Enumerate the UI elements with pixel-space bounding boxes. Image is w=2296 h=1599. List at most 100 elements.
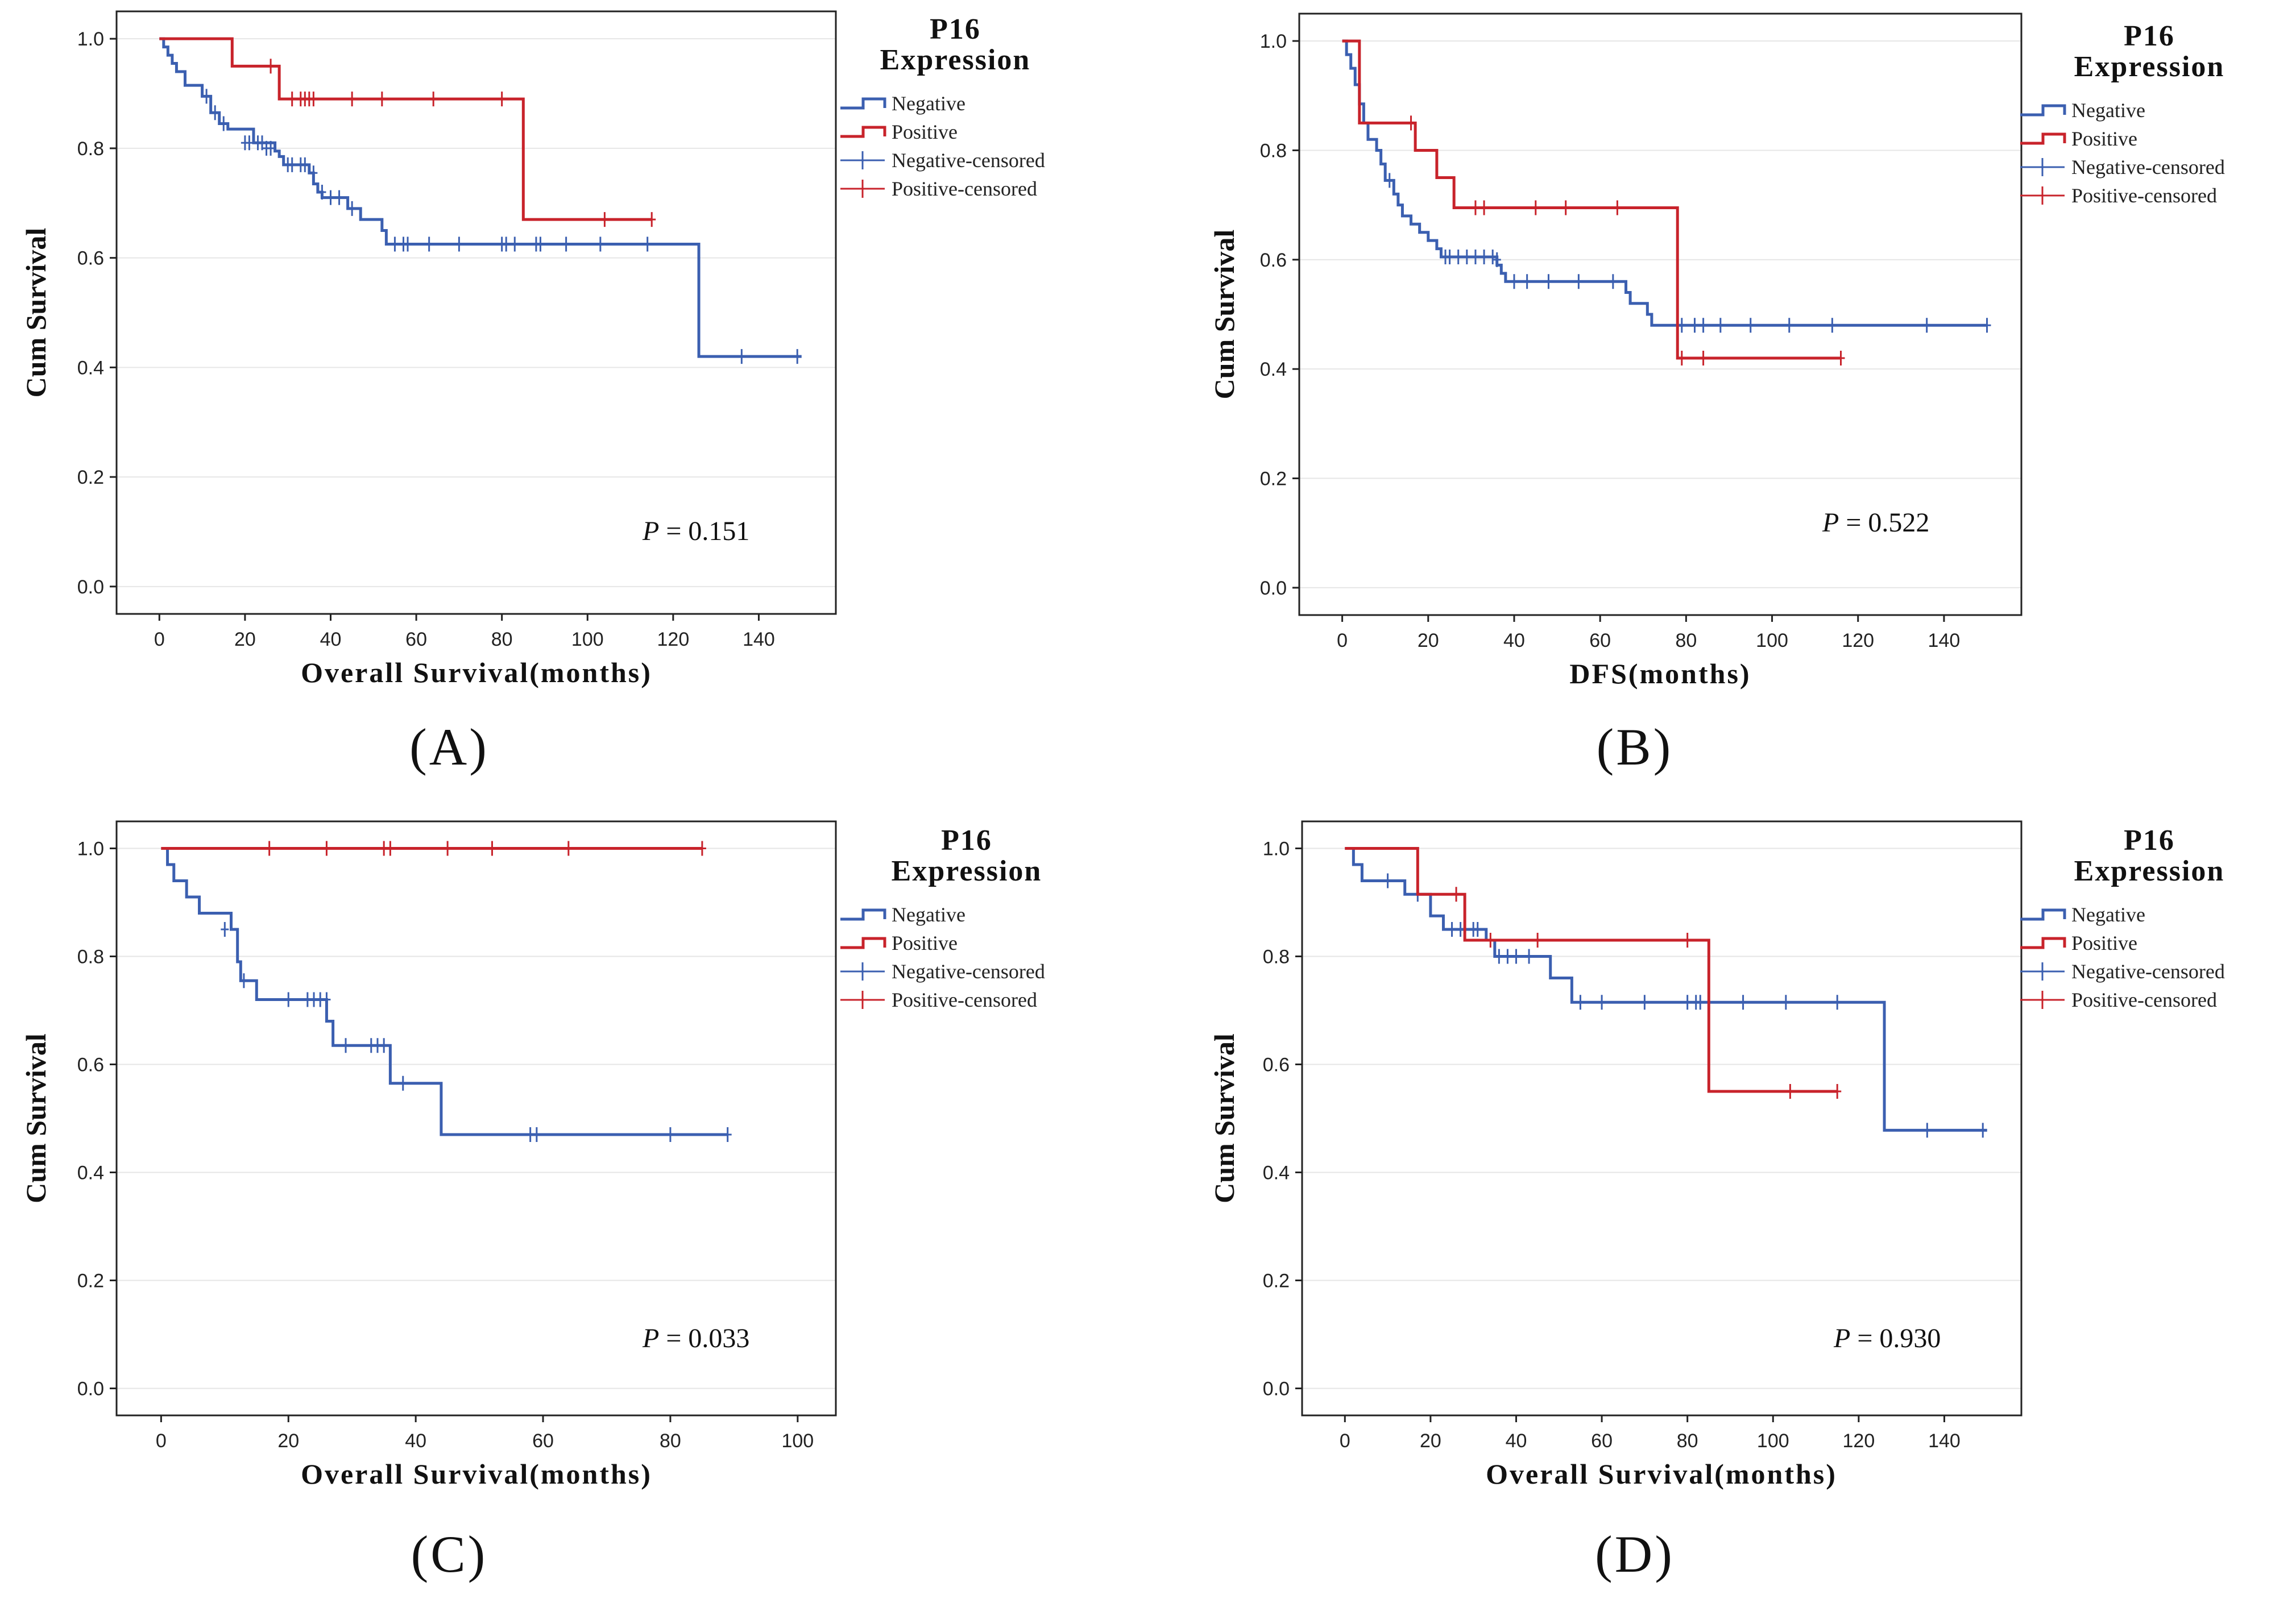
legend-item-label: Negative-censored: [2071, 156, 2225, 178]
censor-mark-negative: [1677, 318, 1686, 333]
censor-mark-negative: [1454, 250, 1462, 265]
censor-mark-negative: [1525, 949, 1534, 964]
censor-mark-negative: [596, 236, 604, 252]
censor-mark-positive: [498, 92, 506, 107]
censor-mark-negative: [511, 236, 519, 252]
censor-mark-negative: [562, 236, 570, 252]
censor-mark-negative: [1923, 1123, 1932, 1138]
legend-swatch-censor: [2020, 991, 2065, 1009]
y-tick-label: 0.6: [1260, 250, 1287, 271]
censor-mark-negative: [1746, 318, 1755, 333]
y-tick-label: 1.0: [77, 838, 104, 860]
censor-mark-negative: [1690, 318, 1699, 333]
legend-title-line2: Expression: [892, 855, 1042, 887]
legend-swatch-censor: [840, 991, 885, 1009]
panel-label: (A): [409, 718, 489, 776]
censor-mark-positive: [600, 212, 609, 227]
censor-mark-positive: [1677, 350, 1686, 366]
legend-item-label: Negative-censored: [2071, 960, 2225, 983]
legend-swatch-censor: [840, 962, 885, 981]
p-symbol: P: [1833, 1323, 1850, 1353]
km-panel-c: 0.0 0.2 0.4 0.6 0.8 1.0 0 20 40 60 80 100 Overall Su…: [20, 820, 1045, 1583]
censor-mark-negative: [643, 236, 652, 252]
censor-mark-negative: [1462, 250, 1471, 265]
x-tick-label: 80: [660, 1430, 681, 1452]
p-value: P = 0.522: [1822, 508, 1929, 538]
legend-swatch-line: [2020, 132, 2066, 145]
censor-mark-negative: [1922, 318, 1931, 333]
series-line-positive: [1342, 39, 1841, 360]
censor-mark-negative: [404, 236, 412, 252]
x-tick-label: 140: [1928, 1430, 1961, 1452]
legend-swatch-censor: [840, 151, 885, 169]
x-tick-label: 0: [156, 1430, 167, 1452]
x-tick-label: 0: [154, 629, 165, 650]
x-tick-label: 140: [1928, 630, 1961, 651]
censor-mark-negative: [258, 135, 267, 151]
x-tick-label: 100: [571, 629, 604, 650]
censor-mark-negative: [391, 236, 399, 252]
plot-frame: [1301, 820, 2023, 1417]
censor-mark-negative: [211, 105, 219, 121]
legend-item-label: Positive: [2071, 127, 2137, 150]
censor-mark-negative: [380, 1038, 388, 1053]
censor-mark-negative: [793, 349, 802, 364]
censor-mark-positive: [1531, 200, 1540, 215]
censor-mark-negative: [1544, 274, 1553, 289]
censor-mark-negative: [322, 992, 331, 1007]
censor-mark-negative: [335, 190, 343, 205]
y-tick-label: 1.0: [1260, 31, 1287, 52]
legend-swatch-line: [2020, 937, 2066, 949]
censor-mark-negative: [455, 236, 463, 252]
censor-mark-negative: [1495, 949, 1503, 964]
legend-swatch-line: [840, 97, 886, 110]
km-panel-b: 0.0 0.2 0.4 0.6 0.8 1.0 0 20 40 60 80 100 120 140 DFS(…: [1208, 13, 2225, 776]
censor-mark-negative: [1833, 995, 1842, 1010]
legend-title-line2: Expression: [2074, 51, 2225, 83]
y-tick-label: 0.4: [77, 357, 104, 379]
y-tick-label: 1.0: [77, 28, 104, 50]
legend-swatch-line: [840, 937, 886, 949]
censor-mark-negative: [239, 973, 248, 989]
censor-mark-negative: [284, 992, 293, 1007]
censor-mark-negative: [737, 349, 746, 364]
km-panel-a: 0.0 0.2 0.4 0.6 0.8 1.0 0 20 40 60 80 100 120 140 Over…: [20, 10, 1045, 776]
legend-item-label: Negative: [892, 92, 965, 115]
censor-mark-negative: [1828, 318, 1837, 333]
censor-mark-positive: [1486, 933, 1495, 948]
p-symbol: P: [642, 516, 659, 546]
legend-title-line1: P16: [930, 13, 981, 45]
x-tick-label: 80: [1677, 1430, 1698, 1452]
x-tick-label: 80: [491, 629, 513, 650]
x-tick-label: 20: [1420, 1430, 1441, 1452]
censor-mark-positive: [267, 59, 275, 74]
censor-mark-positive: [288, 92, 296, 107]
x-axis-title: DFS(months): [1569, 658, 1751, 690]
censor-mark-negative: [1983, 318, 1991, 333]
y-tick-label: 0.0: [1260, 578, 1287, 599]
censor-mark-negative: [1683, 995, 1692, 1010]
x-tick-label: 40: [320, 629, 342, 650]
censor-mark-negative: [1473, 922, 1482, 937]
censor-mark-negative: [1510, 274, 1518, 289]
panel-label: (C): [411, 1525, 488, 1583]
y-tick-label: 0.8: [77, 138, 104, 160]
y-tick-label: 0.4: [1260, 359, 1287, 380]
censor-mark-negative: [536, 236, 545, 252]
censor-mark-negative: [1699, 318, 1708, 333]
legend-item-label: Positive-censored: [892, 989, 1037, 1011]
censor-mark-negative: [202, 89, 211, 104]
x-tick-label: 0: [1337, 630, 1348, 651]
y-tick-label: 0.4: [1263, 1162, 1290, 1184]
series-line-positive: [159, 37, 652, 221]
x-tick-label: 100: [781, 1430, 814, 1452]
censor-mark-negative: [1445, 250, 1454, 265]
censor-mark-negative: [1781, 995, 1790, 1010]
censor-mark-positive: [386, 841, 395, 856]
censor-mark-negative: [1576, 995, 1585, 1010]
censor-mark-negative: [221, 922, 229, 937]
censor-mark-negative: [267, 140, 275, 156]
x-tick-label: 60: [405, 629, 427, 650]
censor-mark-negative: [1383, 873, 1392, 888]
